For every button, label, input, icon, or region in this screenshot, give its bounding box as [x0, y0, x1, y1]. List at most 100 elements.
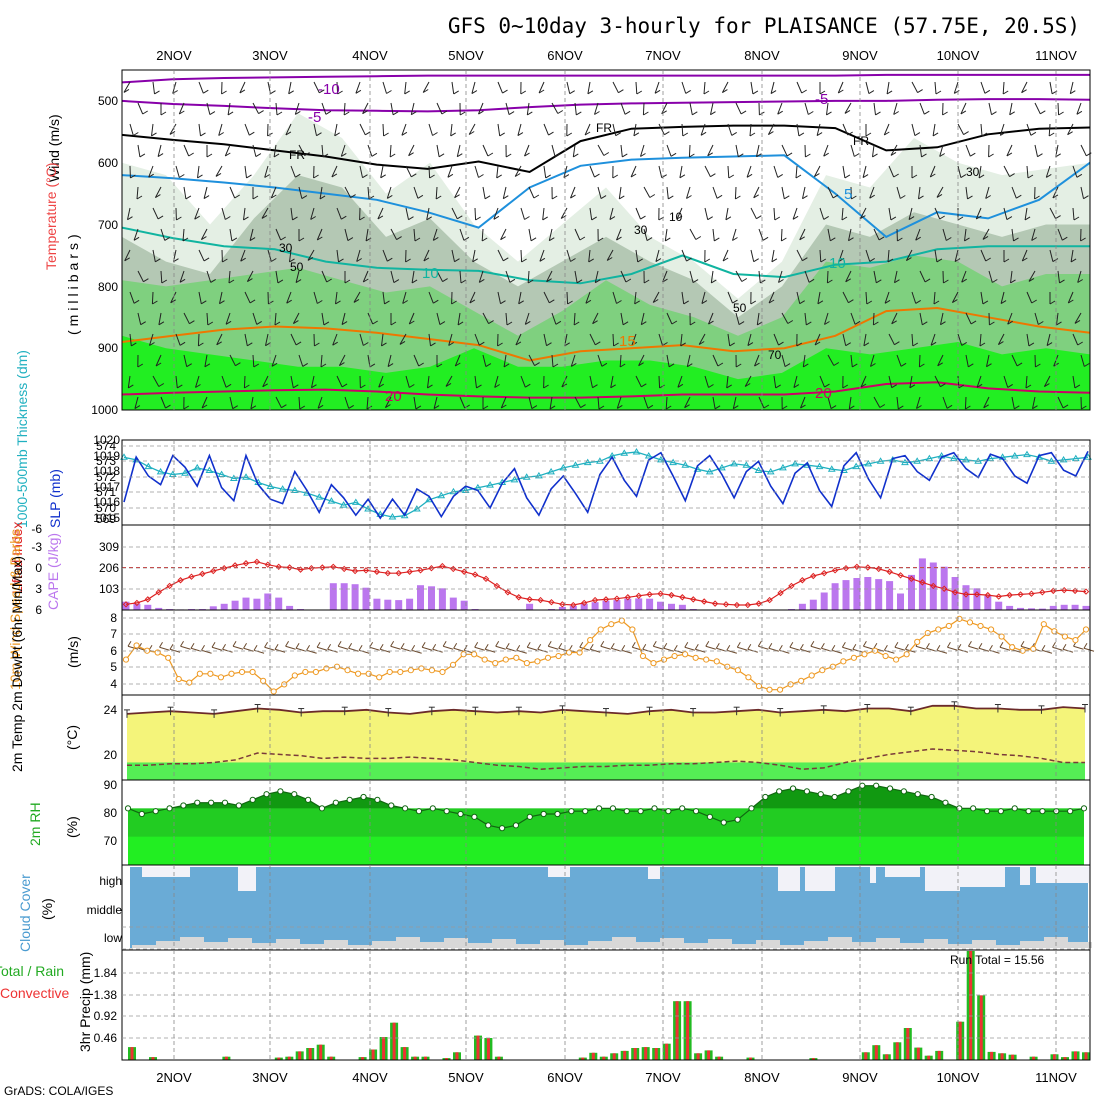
wind-barb-flag: [293, 384, 299, 389]
wind-barb-flag: [924, 278, 931, 283]
li-marker: [1071, 587, 1079, 595]
wind-barb: [382, 123, 385, 137]
wind-barb-flag: [151, 132, 157, 137]
wind-barb-flag: [200, 132, 206, 137]
wind-barb: [129, 123, 134, 136]
wind-barb: [240, 249, 246, 262]
wind-barb-flag: [711, 279, 717, 284]
wind10-barb: [758, 645, 769, 650]
wind-barb: [703, 81, 706, 95]
wind-barb: [961, 270, 967, 283]
low-cloud-bar: [732, 944, 756, 948]
wind10-barb-flag: [747, 643, 752, 650]
li-marker: [984, 591, 992, 599]
precip-conv-bar: [906, 1028, 910, 1060]
contour-label-t10b: 10: [829, 255, 846, 272]
precip-conv-bar: [329, 1056, 333, 1060]
wind-tick: 6: [110, 644, 117, 658]
wind-barb: [985, 186, 990, 199]
rh2m-marker: [859, 782, 866, 789]
wind10-barb: [1052, 646, 1063, 651]
rh2m-marker: [1025, 808, 1032, 815]
wind-barb-flag: [488, 320, 494, 325]
wind-speed-marker: [165, 654, 172, 661]
wind10-barb-flag: [799, 643, 804, 650]
wind-barb: [584, 123, 591, 136]
thickness-marker: [290, 486, 299, 493]
wind-barb: [980, 291, 984, 304]
precip-tick: 1.38: [94, 988, 118, 1002]
wind10-barb-flag: [264, 641, 269, 648]
wind-barb: [661, 102, 668, 115]
wind-barb: [658, 333, 663, 346]
wind-barb-flag: [998, 341, 1004, 346]
wind10-barb-flag: [421, 641, 426, 648]
wind-barb: [1026, 333, 1030, 346]
wind-barb: [382, 291, 385, 304]
thickness-marker: [364, 505, 372, 512]
wind10-barb: [159, 646, 170, 651]
wind-barb: [505, 102, 510, 115]
wind10-barb: [306, 649, 317, 654]
wind10-barb-flag: [295, 642, 300, 649]
wind-barb: [635, 207, 641, 220]
wind-barb-flag: [728, 174, 735, 179]
wind-barb: [986, 354, 990, 367]
thickness-marker: [144, 462, 153, 470]
precip-conv-bar: [811, 1058, 815, 1060]
thickness-marker: [181, 469, 189, 476]
wind-barb-flag: [201, 300, 207, 305]
wind-barb-flag: [130, 174, 136, 179]
wind-barb: [997, 333, 1005, 345]
li-tick: -6: [31, 522, 42, 536]
wind-speed-marker: [513, 654, 520, 661]
wind-barb-flag: [1028, 277, 1035, 282]
wind-speed-marker: [734, 667, 741, 674]
wind-barb: [909, 375, 913, 388]
wind-barb: [344, 186, 352, 198]
wind-barb: [408, 312, 415, 325]
wind-barb-flag: [726, 384, 732, 389]
wind-barb: [999, 123, 1005, 136]
wind-barb-flag: [935, 90, 942, 95]
wind-barb-flag: [246, 174, 252, 179]
thickness-marker: [205, 466, 214, 474]
wind-barb: [964, 228, 967, 241]
wind-barb: [183, 312, 190, 324]
cloud-gap: [238, 867, 256, 891]
wind-barb: [500, 228, 507, 240]
wind10-barb: [548, 645, 559, 650]
precip-conv-bar: [633, 1048, 637, 1060]
wind-speed-marker: [597, 626, 604, 633]
wind10-barb: [516, 649, 527, 654]
wind-barb-flag: [659, 384, 665, 389]
cape-bar: [864, 577, 872, 610]
wind-barb-flag: [548, 131, 554, 136]
wind-barb-flag: [377, 215, 384, 220]
wind10-barb-flag: [621, 644, 626, 651]
wind-barb: [796, 291, 801, 304]
top-date-label: 5NOV: [448, 48, 484, 63]
wind-barb-flag: [1062, 236, 1068, 241]
wind-barb-flag: [426, 216, 432, 221]
wind-barb-flag: [203, 195, 210, 200]
li-marker: [275, 563, 282, 570]
cape-bar: [678, 604, 686, 610]
wind-barb-flag: [961, 341, 967, 346]
wind10-barb-flag: [852, 643, 857, 650]
slp-tick: 1016: [93, 495, 120, 509]
top-date-label: 2NOV: [156, 48, 192, 63]
wind10-barb-flag: [789, 641, 794, 648]
wind10-barb-flag: [484, 643, 489, 650]
contour-label-t15: 15: [619, 333, 636, 350]
rh2m-marker: [1039, 808, 1046, 815]
wind-barb-flag: [643, 111, 649, 116]
wind-barb-flag: [415, 405, 422, 410]
thickness-marker: [864, 459, 873, 467]
wind-barb-flag: [714, 237, 720, 242]
wind10-barb: [127, 645, 139, 650]
wind-barb: [154, 186, 162, 198]
li-marker: [831, 567, 839, 574]
wind-barb: [482, 144, 489, 157]
wind-barb: [620, 102, 626, 115]
